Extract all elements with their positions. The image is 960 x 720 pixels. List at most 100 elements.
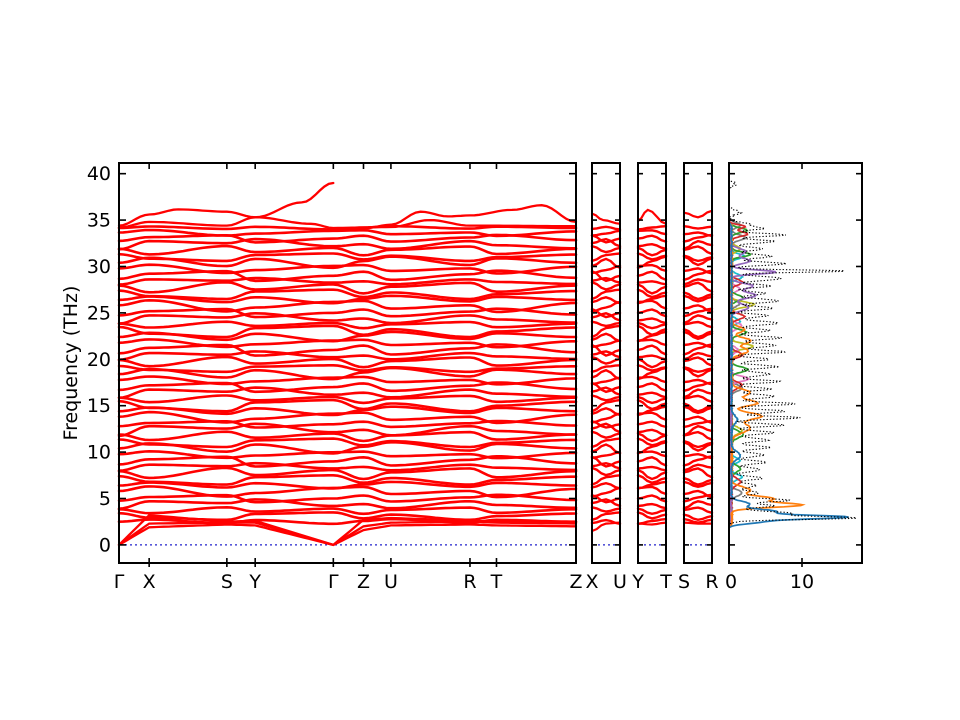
phonon-band <box>636 391 668 399</box>
phonon-band <box>682 304 714 314</box>
phonon-band <box>590 430 622 439</box>
phonon-band <box>682 521 714 525</box>
phonon-band <box>117 514 578 547</box>
phonon-band <box>636 468 668 481</box>
phonon-band <box>590 386 622 396</box>
phonon-band <box>590 422 622 434</box>
k-point-label: T <box>659 571 672 593</box>
phonon-band <box>590 270 622 283</box>
y-axis-title: Frequency (THz) <box>60 285 82 441</box>
phonon-band <box>682 245 714 256</box>
phonon-band <box>117 237 578 251</box>
phonon-band <box>636 321 668 330</box>
phonon-band <box>590 443 622 455</box>
dos-curve-pdos-blue <box>728 219 849 529</box>
phonon-band <box>590 332 622 343</box>
phonon-band <box>590 296 622 305</box>
phonon-band <box>590 420 622 429</box>
phonon-band <box>117 307 578 319</box>
phonon-band <box>117 474 578 486</box>
phonon-band <box>636 420 668 429</box>
phonon-band <box>590 481 622 490</box>
k-point-label: Γ <box>328 571 339 593</box>
phonon-band <box>590 312 622 322</box>
k-point-label: Γ <box>114 571 125 593</box>
panel-frame <box>728 162 863 564</box>
phonon-band <box>682 405 714 415</box>
k-point-label: Z <box>569 571 582 593</box>
phonon-band <box>636 208 668 225</box>
phonon-band <box>636 283 668 295</box>
phonon-band <box>117 505 578 516</box>
phonon-band <box>682 415 714 425</box>
panel-frame <box>637 162 667 564</box>
phonon-band <box>117 517 578 526</box>
phonon-band <box>590 486 622 498</box>
phonon-band <box>590 320 622 328</box>
phonon-band <box>590 300 622 313</box>
dos-tick-label: 10 <box>790 571 814 593</box>
phonon-band <box>590 281 622 291</box>
phonon-band <box>636 234 668 243</box>
phonon-band <box>682 388 714 399</box>
phonon-band <box>682 378 714 386</box>
phonon-band <box>682 314 714 325</box>
phonon-band <box>117 324 578 339</box>
phonon-band <box>682 356 714 367</box>
phonon-band <box>117 244 578 257</box>
phonon-band <box>590 234 622 244</box>
phonon-band <box>682 424 714 437</box>
phonon-band <box>636 252 668 261</box>
phonon-band <box>590 237 622 248</box>
phonon-band <box>682 366 714 378</box>
y-tick-label: 40 <box>87 163 111 185</box>
phonon-band <box>590 276 622 284</box>
phonon-band <box>682 341 714 349</box>
phonon-band <box>590 339 622 349</box>
phonon-band <box>636 344 668 356</box>
phonon-band <box>682 291 714 301</box>
phonon-band <box>590 506 622 513</box>
panel-frame <box>591 162 621 564</box>
panel-frame <box>683 162 713 564</box>
phonon-band <box>636 428 668 437</box>
phonon-band <box>636 317 668 325</box>
phonon-band <box>590 474 622 486</box>
k-point-label: Z <box>357 571 370 593</box>
phonon-band <box>682 439 714 449</box>
phonon-band <box>117 394 578 405</box>
phonon-band <box>117 320 578 330</box>
k-point-label: X <box>143 571 156 593</box>
phonon-band <box>682 239 714 250</box>
phonon-band <box>117 422 578 438</box>
phonon-band <box>590 212 622 225</box>
phonon-band <box>636 465 668 472</box>
k-point-label: T <box>490 571 503 593</box>
phonon-band <box>682 281 714 293</box>
phonon-band <box>682 267 714 275</box>
phonon-band <box>636 507 668 516</box>
y-tick-label: 0 <box>99 534 111 556</box>
phonon-band <box>590 511 622 521</box>
k-point-label: S <box>678 571 690 593</box>
phonon-band <box>590 498 622 508</box>
phonon-band <box>682 467 714 479</box>
phonon-band <box>636 395 668 405</box>
phonon-band <box>682 513 714 522</box>
phonon-band <box>590 288 622 301</box>
phonon-band <box>636 382 668 392</box>
phonon-band <box>117 280 578 295</box>
k-point-label: R <box>705 571 718 593</box>
phonon-band <box>636 364 668 372</box>
phonon-band <box>117 269 578 283</box>
phonon-band <box>682 500 714 510</box>
phonon-band <box>682 330 714 341</box>
y-tick-label: 20 <box>87 349 111 371</box>
phonon-band <box>590 412 622 424</box>
phonon-band <box>117 498 578 510</box>
y-tick-label: 10 <box>87 442 111 464</box>
phonon-band <box>117 398 578 413</box>
phonon-band <box>682 328 714 339</box>
